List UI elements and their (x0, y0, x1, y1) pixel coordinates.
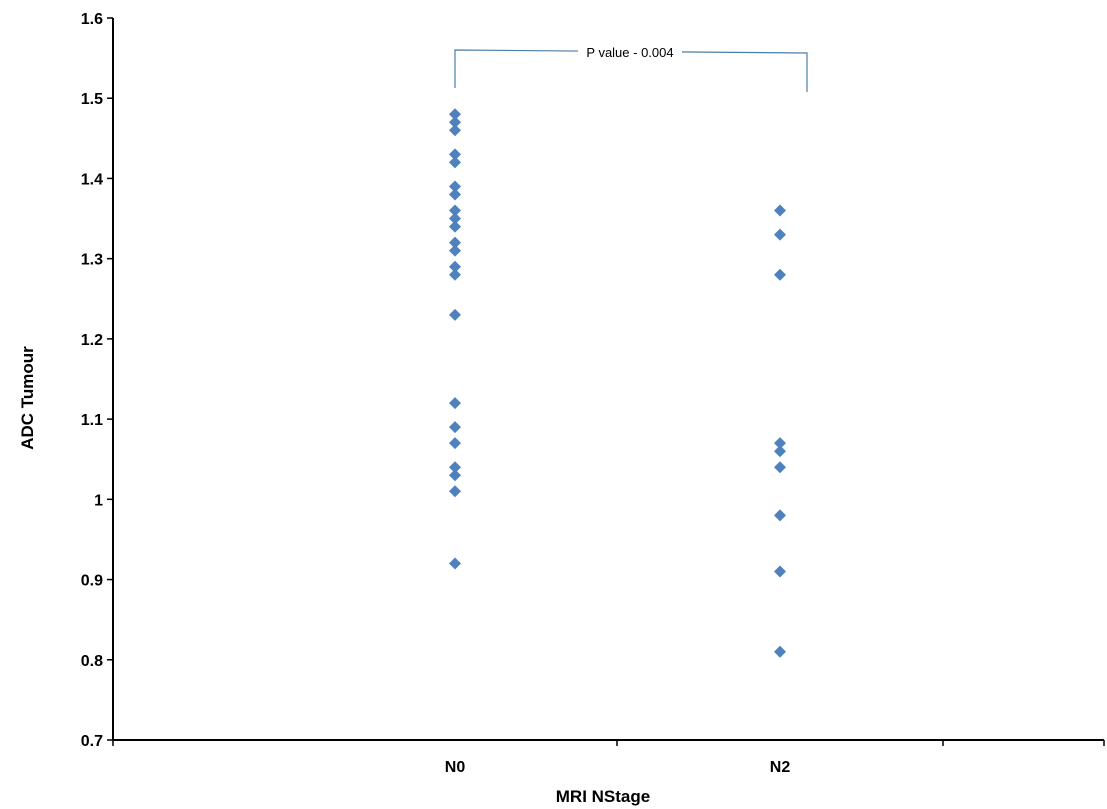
p-value-annotation: P value - 0.004 (454, 42, 808, 92)
x-category-label: N2 (770, 759, 791, 776)
y-tick-label: 1.3 (81, 252, 103, 269)
y-tick-label: 0.9 (81, 573, 103, 590)
data-point-n0 (449, 124, 461, 137)
data-point-n0 (449, 204, 461, 217)
annotation-background (578, 42, 682, 62)
data-point-n0 (449, 260, 461, 273)
data-point-n0 (449, 236, 461, 249)
x-category-label: N0 (445, 759, 466, 776)
data-points (449, 108, 786, 658)
y-tick-label: 1 (94, 492, 103, 509)
data-point-n2 (774, 461, 786, 474)
data-point-n2 (774, 445, 786, 458)
data-point-n2 (774, 437, 786, 450)
data-point-n0 (449, 148, 461, 161)
data-point-n0 (449, 421, 461, 434)
data-point-n0 (449, 116, 461, 129)
y-tick-label: 0.8 (81, 653, 103, 670)
data-point-n0 (449, 557, 461, 570)
y-tick-label: 1.4 (81, 171, 103, 188)
data-point-n0 (449, 469, 461, 482)
data-point-n2 (774, 204, 786, 217)
p-value-label: P value - 0.004 (586, 45, 673, 60)
data-point-n2 (774, 228, 786, 241)
data-point-n0 (449, 397, 461, 410)
data-point-n2 (774, 645, 786, 658)
y-tick-label: 1.1 (81, 412, 103, 429)
y-tick-label: 1.5 (81, 91, 103, 108)
data-point-n0 (449, 308, 461, 321)
data-point-n0 (449, 437, 461, 450)
data-point-n0 (449, 156, 461, 169)
y-axis-ticks: 0.7 0.8 0.9 1 1.1 1.2 1.3 1.4 1.5 1.6 (81, 11, 113, 750)
data-point-n0 (449, 180, 461, 193)
y-tick-label: 1.6 (81, 11, 103, 28)
data-point-n0 (449, 108, 461, 121)
data-point-n0 (449, 244, 461, 257)
data-point-n0 (449, 268, 461, 281)
data-point-n0 (449, 485, 461, 498)
data-point-n0 (449, 212, 461, 225)
data-point-n0 (449, 188, 461, 201)
data-point-n2 (774, 565, 786, 578)
data-point-n2 (774, 268, 786, 281)
y-tick-label: 1.2 (81, 332, 103, 349)
data-point-n0 (449, 461, 461, 474)
data-point-n2 (774, 509, 786, 522)
x-axis-title: MRI NStage (556, 787, 650, 806)
y-tick-label: 0.7 (81, 733, 103, 750)
y-axis-title: ADC Tumour (18, 346, 37, 450)
x-axis-ticks: N0 N2 (112, 740, 1105, 776)
data-point-n0 (449, 220, 461, 233)
